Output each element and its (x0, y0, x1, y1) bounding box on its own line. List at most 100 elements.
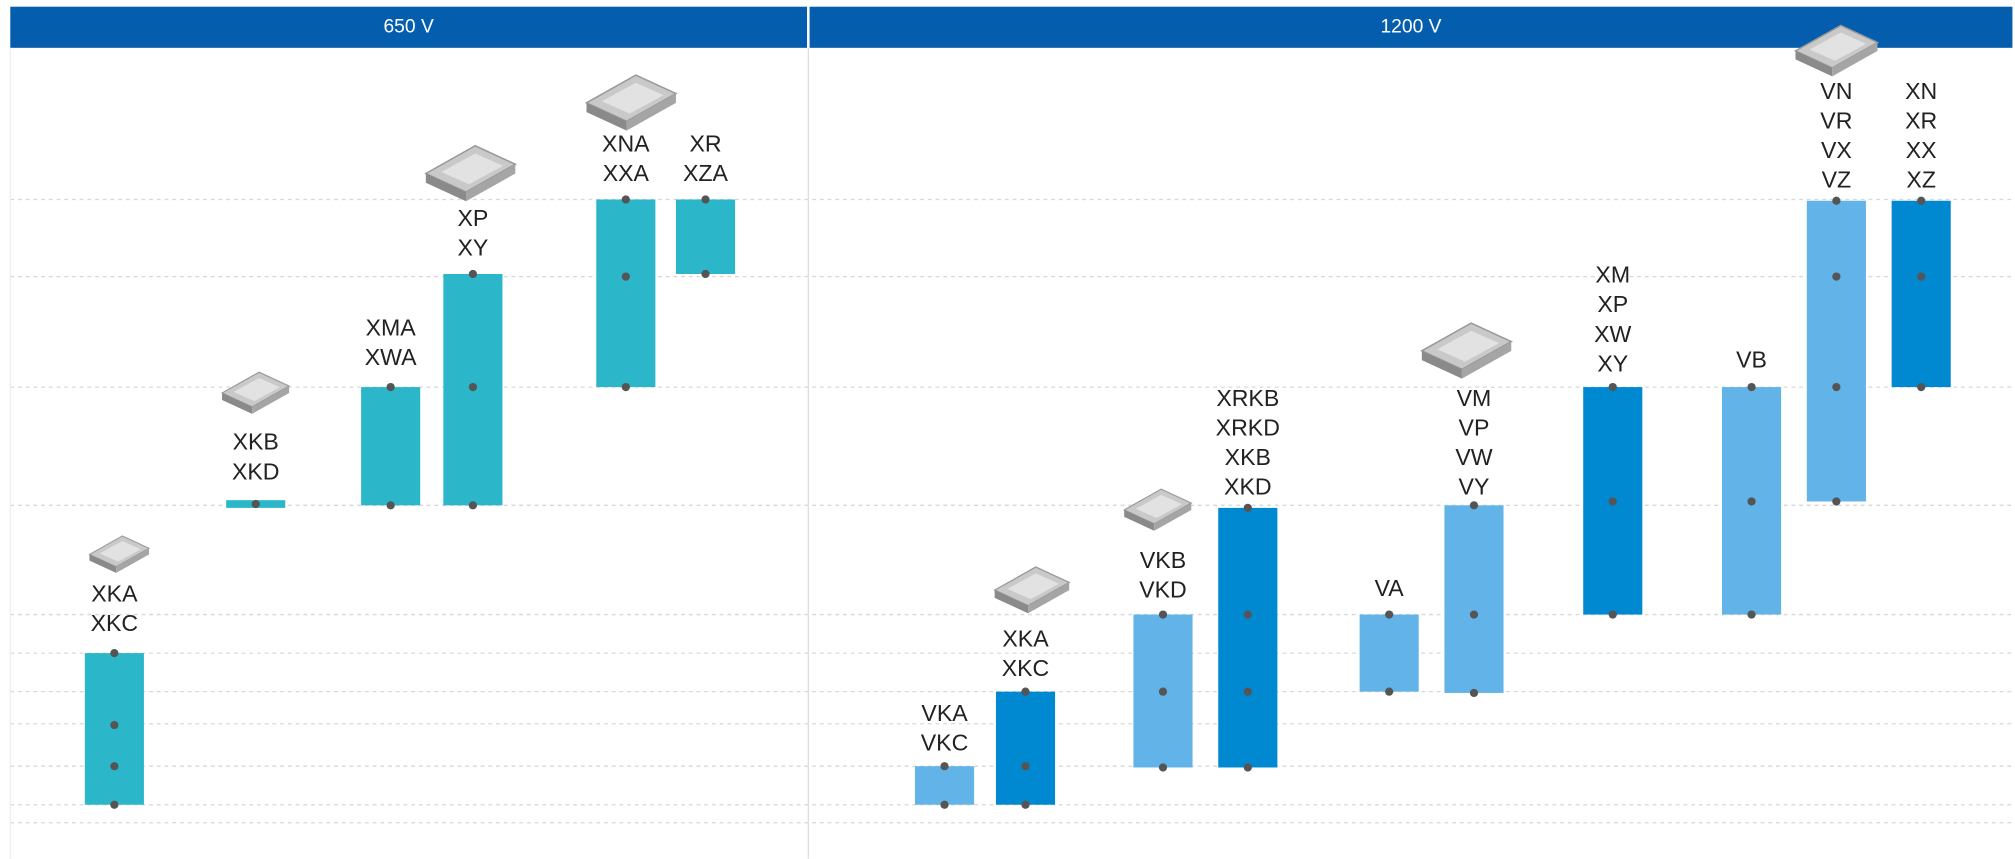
range-bar (914, 766, 975, 805)
range-bar (1359, 614, 1419, 692)
module-side (222, 393, 253, 414)
module-icon (220, 371, 291, 414)
range-bar (1806, 200, 1866, 502)
range-dot (1385, 687, 1394, 696)
product-label: VX (1821, 137, 1852, 163)
product-label: XKC (1002, 655, 1050, 681)
range-dot (1917, 272, 1926, 281)
range-dot (1832, 382, 1841, 392)
product-label: VB (1736, 347, 1767, 373)
range-dot (1243, 687, 1252, 696)
range-bar (1218, 507, 1278, 768)
module-side (1832, 42, 1878, 77)
product-label: VKC (921, 729, 969, 755)
module-side (1028, 582, 1070, 614)
product-label: XP (457, 205, 488, 231)
range-dot (1158, 763, 1168, 772)
range-dot (1469, 688, 1479, 698)
range-dot (1021, 762, 1030, 771)
panel-title: 650 V (383, 16, 433, 37)
range-dot (1917, 196, 1926, 205)
module-icon (993, 566, 1071, 614)
product-label: XM (1595, 262, 1630, 288)
product-label: XKD (232, 458, 280, 484)
module-side (626, 93, 676, 131)
module-side (465, 164, 516, 202)
product-label: VR (1820, 107, 1852, 133)
module-side (116, 548, 150, 573)
range-dot (1021, 800, 1030, 809)
product-label: VA (1375, 575, 1405, 601)
product-label: XX (1906, 137, 1937, 163)
product-label: XNA (602, 131, 650, 157)
range-dot (1747, 497, 1756, 506)
module-top (99, 541, 141, 562)
range-dot (468, 382, 478, 392)
product-label: XR (1905, 107, 1937, 133)
product-label: XKD (1224, 474, 1272, 500)
range-bar (1444, 505, 1504, 693)
module-top (1135, 494, 1183, 519)
product-label: VKB (1140, 547, 1186, 573)
product-label: XRKD (1216, 415, 1280, 441)
product-label: VY (1459, 474, 1490, 500)
product-label: VN (1820, 78, 1852, 104)
range-dot (1608, 382, 1617, 392)
module-top (1809, 32, 1867, 61)
module-icon (88, 535, 151, 573)
grid (10, 198, 2013, 824)
product-label: VKD (1139, 577, 1187, 603)
module-icon (1420, 322, 1513, 379)
range-dot (110, 648, 119, 658)
range-dot (1469, 501, 1479, 510)
module-side (89, 554, 117, 573)
range-dot (1917, 382, 1926, 392)
product-label: XY (457, 235, 488, 261)
range-dot (1832, 497, 1841, 506)
product-label: VM (1457, 385, 1492, 411)
range-dot (1747, 382, 1756, 392)
module-icon (1122, 488, 1193, 531)
module-top (441, 153, 503, 185)
module-side (1154, 503, 1192, 531)
range-dot (110, 720, 119, 730)
module-icon (584, 74, 678, 131)
product-label: VKA (921, 700, 968, 726)
product-label: XMA (366, 314, 417, 340)
range-dot (1747, 610, 1756, 619)
range-bar (596, 199, 656, 388)
range-dot (251, 499, 260, 509)
range-dot (621, 195, 630, 204)
panel-title: 1200 V (1380, 16, 1441, 37)
range-bar (361, 387, 421, 506)
module-side (252, 386, 290, 414)
range-dot (621, 382, 630, 392)
product-label: XKB (233, 429, 279, 455)
range-dot (701, 269, 710, 279)
product-label: VZ (1822, 167, 1852, 193)
range-dot (386, 382, 395, 392)
product-label: XKA (1002, 625, 1049, 651)
range-dot (701, 195, 710, 204)
panel-header (10, 6, 808, 48)
module-icon (1793, 24, 1880, 77)
module-side (425, 173, 466, 202)
module-side (1461, 341, 1512, 379)
range-dot (386, 501, 395, 510)
range-dot (110, 800, 119, 809)
range-dot (110, 762, 119, 771)
module-side (1421, 350, 1462, 379)
product-label: XZA (683, 160, 729, 186)
product-label: XP (1597, 291, 1628, 317)
range-dot (1608, 610, 1617, 619)
range-dot (1158, 687, 1168, 696)
range-dot (940, 762, 949, 771)
product-label: XRKB (1216, 385, 1279, 411)
range-dot (1243, 503, 1252, 513)
product-label: XKC (91, 610, 139, 636)
range-dot (1158, 610, 1168, 619)
product-label: XR (689, 131, 721, 157)
module-top (1437, 330, 1499, 362)
range-dot (1832, 272, 1841, 281)
